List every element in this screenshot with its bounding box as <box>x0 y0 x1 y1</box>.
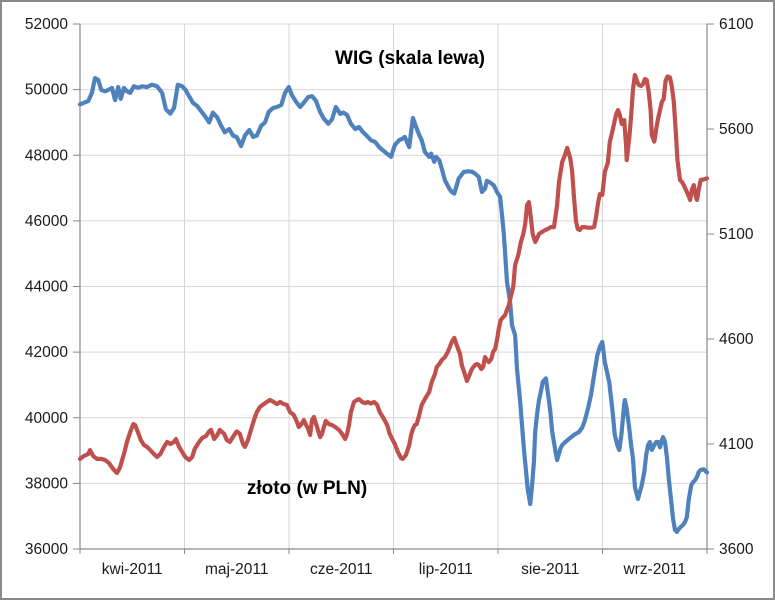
svg-text:5100: 5100 <box>719 226 754 243</box>
svg-text:cze-2011: cze-2011 <box>310 561 373 578</box>
svg-text:lip-2011: lip-2011 <box>419 561 473 578</box>
svg-text:38000: 38000 <box>25 475 68 492</box>
svg-text:40000: 40000 <box>25 410 68 427</box>
svg-text:4100: 4100 <box>719 436 754 453</box>
svg-text:52000: 52000 <box>25 16 68 33</box>
svg-text:42000: 42000 <box>25 344 68 361</box>
svg-text:48000: 48000 <box>25 147 68 164</box>
svg-text:5600: 5600 <box>719 121 754 138</box>
svg-text:46000: 46000 <box>25 213 68 230</box>
svg-text:36000: 36000 <box>25 541 68 558</box>
svg-text:maj-2011: maj-2011 <box>205 561 268 578</box>
svg-text:kwi-2011: kwi-2011 <box>102 561 163 578</box>
svg-text:50000: 50000 <box>25 82 68 99</box>
svg-text:44000: 44000 <box>25 279 68 296</box>
svg-text:sie-2011: sie-2011 <box>521 561 579 578</box>
svg-text:4600: 4600 <box>719 331 754 348</box>
series-label-gold: złoto (w PLN) <box>246 478 368 499</box>
series-label-wig: WIG (skala lewa) <box>335 48 485 69</box>
svg-text:wrz-2011: wrz-2011 <box>622 561 686 578</box>
svg-text:6100: 6100 <box>719 16 754 33</box>
svg-text:3600: 3600 <box>719 541 754 558</box>
